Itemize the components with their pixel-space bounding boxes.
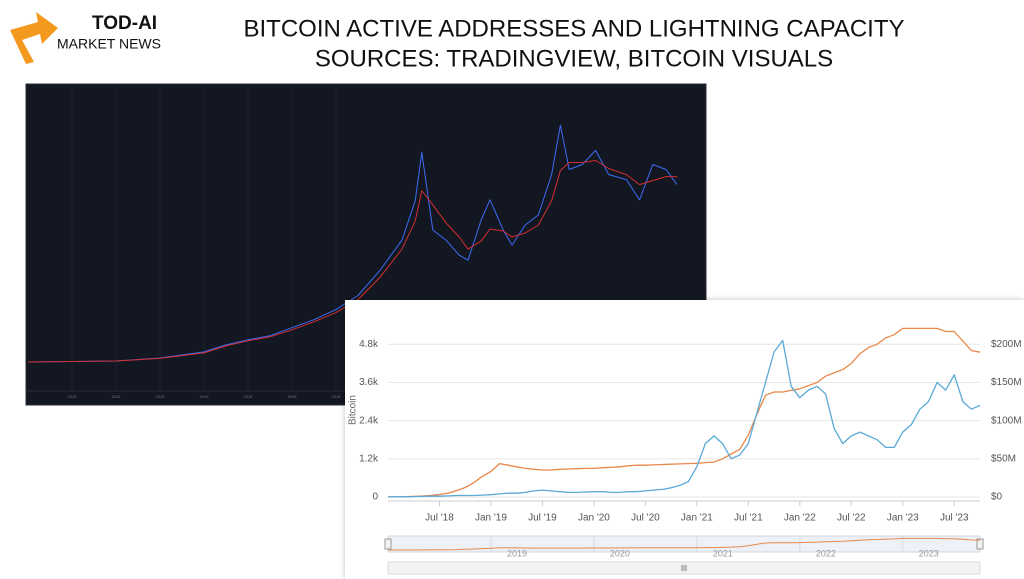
x-tick-label: 2016 bbox=[332, 394, 342, 399]
x-tick-label: Jan '21 bbox=[681, 513, 713, 524]
x-tick-label: Jul '18 bbox=[425, 513, 454, 524]
x-tick-label: Jul '22 bbox=[837, 513, 866, 524]
x-tick-label: Jan '22 bbox=[784, 513, 816, 524]
x-tick-label: 2014 bbox=[244, 394, 254, 399]
x-tick-label: 2013 bbox=[200, 394, 210, 399]
y-tick-label: 1.2k bbox=[359, 453, 379, 464]
y-tick-label: 4.8k bbox=[359, 339, 379, 350]
series-line bbox=[27, 124, 678, 363]
navigator-label: 2020 bbox=[610, 548, 630, 558]
y-tick-label: 2.4k bbox=[359, 415, 379, 426]
logo-subtitle: MARKET NEWS bbox=[57, 36, 161, 52]
navigator-label: 2023 bbox=[919, 548, 939, 558]
x-tick-label: Jan '20 bbox=[578, 513, 610, 524]
x-tick-label: Jan '23 bbox=[887, 513, 919, 524]
logo-title: TOD-AI bbox=[92, 13, 157, 34]
y2-tick-label: $150M bbox=[991, 377, 1022, 388]
logo-arrow bbox=[10, 12, 58, 64]
y-tick-label: 0 bbox=[372, 492, 378, 503]
navigator-handle-right bbox=[976, 538, 984, 550]
series-line bbox=[387, 327, 981, 498]
series-line bbox=[27, 160, 677, 363]
title: BITCOIN ACTIVE ADDRESSES AND LIGHTNING C… bbox=[243, 15, 904, 42]
x-tick-label: 2010 bbox=[68, 394, 78, 399]
x-tick-label: Jul '23 bbox=[940, 513, 969, 524]
subtitle: SOURCES: TRADINGVIEW, BITCOIN VISUALS bbox=[315, 45, 833, 72]
y-tick-label: 3.6k bbox=[359, 377, 379, 388]
navigator-handle-left bbox=[384, 538, 392, 550]
navigator-label: 2021 bbox=[713, 548, 733, 558]
y-axis-title: Bitcoin bbox=[348, 395, 359, 425]
y2-tick-label: $50M bbox=[991, 453, 1016, 464]
x-tick-label: Jul '20 bbox=[631, 513, 660, 524]
series-line bbox=[387, 339, 981, 498]
chart-lightning-capacity: 0 1.2k 2.4k 3.6k 4.8k $0 $50M $100M $150M $200M Ju… bbox=[345, 300, 1024, 579]
navigator-label: 2019 bbox=[507, 548, 527, 558]
logo: TOD-AI MARKET NEWS bbox=[10, 12, 161, 64]
x-tick-label: 2011 bbox=[112, 394, 121, 399]
x-tick-label: 2015 bbox=[288, 394, 298, 399]
y2-tick-label: $0 bbox=[991, 492, 1003, 503]
x-tick-label: Jan '19 bbox=[475, 513, 507, 524]
y2-tick-label: $200M bbox=[991, 339, 1022, 350]
y2-tick-label: $100M bbox=[991, 415, 1022, 426]
x-tick-label: Jul '19 bbox=[528, 513, 557, 524]
chart-frame bbox=[345, 300, 1024, 579]
navigator-label: 2022 bbox=[816, 548, 836, 558]
x-tick-label: 2012 bbox=[156, 394, 166, 399]
navigator bbox=[387, 535, 981, 553]
x-tick-label: Jul '21 bbox=[734, 513, 763, 524]
navigator-line bbox=[388, 537, 981, 551]
